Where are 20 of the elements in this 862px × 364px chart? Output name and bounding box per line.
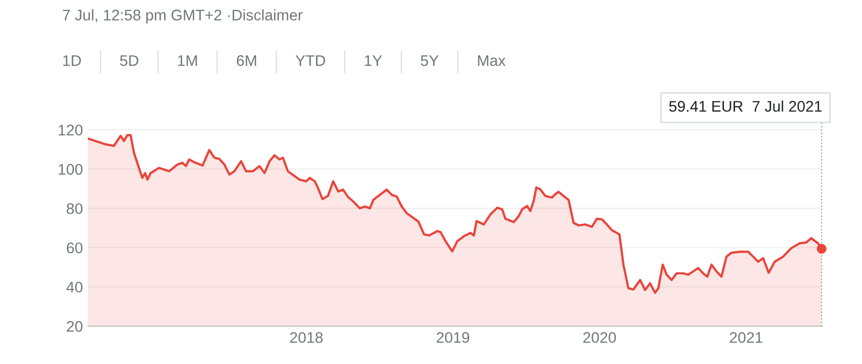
x-tick-label: 2020 [583, 332, 616, 343]
text: 59.41 EUR 7 Jul 2021 [669, 100, 822, 112]
text: 1M [178, 55, 197, 66]
y-tick-label: 100 [58, 164, 82, 175]
x-tick-label: 2019 [436, 332, 470, 343]
text: YTD [296, 55, 326, 66]
x-tick-label: 2021 [730, 332, 762, 343]
y-tick-label: 60 [66, 242, 82, 254]
x-tick-label: 2018 [290, 332, 323, 343]
text: 5D [120, 55, 138, 66]
text: 7 Jul, 12:58 pm GMT+2 ·Disclaimer [62, 9, 303, 24]
text: 6M [236, 55, 256, 66]
text: 1D [63, 55, 81, 66]
text: 1Y [364, 55, 382, 66]
y-tick-label: 120 [58, 124, 82, 136]
text: Max [478, 55, 506, 66]
text: 5Y [420, 55, 439, 66]
y-tick-label: 80 [66, 203, 82, 214]
y-tick-label: 20 [66, 321, 82, 332]
y-tick-label: 40 [66, 282, 82, 293]
